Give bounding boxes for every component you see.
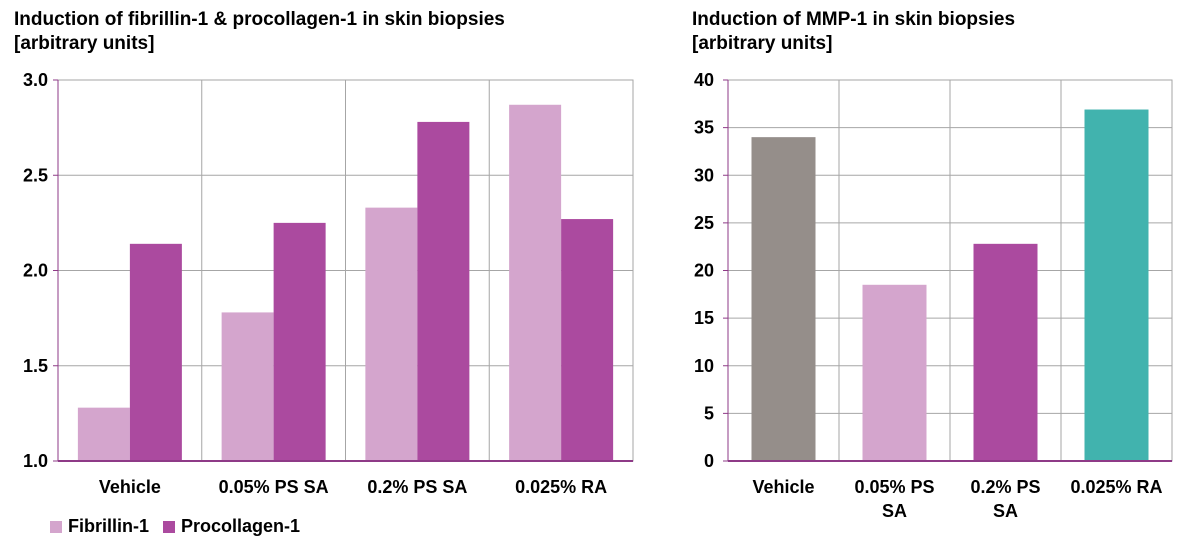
chart2-category-label: 0.025% RA [1070,477,1162,497]
chart1-legend: Fibrillin-1 Procollagen-1 [50,516,314,537]
chart2-category-label: 0.2% PS SA [970,477,1040,521]
chart2-bar [751,137,816,461]
chart2-ytick-label: 25 [694,213,714,233]
chart2-category-label-line: 0.025% RA [1070,477,1162,497]
chart2-category-label-line: 0.05% PS [854,477,934,497]
chart1-ytick-label: 1.0 [23,451,48,471]
legend-label-procollagen: Procollagen-1 [181,516,301,536]
chart2-ytick-label: 20 [694,261,714,281]
chart1-category-label: 0.2% PS SA [367,477,467,497]
chart1-category-label: Vehicle [99,477,161,497]
chart1-bar-fibrillin [509,104,562,461]
chart2-category-label-line: SA [993,501,1018,521]
chart1-title: Induction of fibrillin-1 & procollagen-1… [14,8,505,56]
chart1-category-label: 0.025% RA [515,477,607,497]
legend-swatch-fibrillin [50,520,62,533]
chart1-bar-fibrillin [77,407,130,461]
chart1-bar-procollagen [561,219,614,461]
legend-label-fibrillin: Fibrillin-1 [68,516,149,536]
chart1-category-label: 0.05% PS SA [219,477,329,497]
chart1-bar-procollagen [129,243,182,461]
chart1-subtitle: [arbitrary units] [14,33,155,54]
chart2-bar [973,243,1038,461]
chart2-title: Induction of MMP-1 in skin biopsies [arb… [692,8,1015,56]
chart1-ytick-label: 1.5 [23,356,48,376]
chart2-bar [1084,109,1149,461]
chart2-category-label: Vehicle [752,477,814,497]
chart1-ytick-label: 2.0 [23,261,48,281]
chart1-bar-fibrillin [221,312,274,461]
chart2-ytick-label: 10 [694,356,714,376]
chart2-ytick-label: 35 [694,118,714,138]
chart2-category-label: 0.05% PS SA [854,477,934,521]
chart1-bar-procollagen [273,222,326,461]
chart1-bar-procollagen [417,121,470,461]
chart1-ytick-label: 2.5 [23,165,48,185]
chart1-title-line: Induction of fibrillin-1 & procollagen-1… [14,9,505,30]
legend-swatch-procollagen [163,520,175,533]
chart2-ytick-label: 15 [694,308,714,328]
chart2-ytick-label: 40 [694,70,714,90]
chart2-subtitle: [arbitrary units] [692,33,833,54]
legend-item-procollagen: Procollagen-1 [163,516,300,537]
chart2-title-line: Induction of MMP-1 in skin biopsies [692,9,1016,30]
chart1-ytick-label: 3.0 [23,70,48,90]
chart2-bar [862,284,927,461]
chart1-bar-fibrillin [365,207,418,461]
chart2-ytick-label: 5 [704,403,714,423]
chart2-category-label-line: 0.2% PS [970,477,1040,497]
chart2-category-label-line: SA [882,501,907,521]
legend-item-fibrillin: Fibrillin-1 [50,516,149,537]
chart2-ytick-label: 30 [694,165,714,185]
chart2-category-label-line: Vehicle [752,477,814,497]
chart2-ytick-label: 0 [704,451,714,471]
